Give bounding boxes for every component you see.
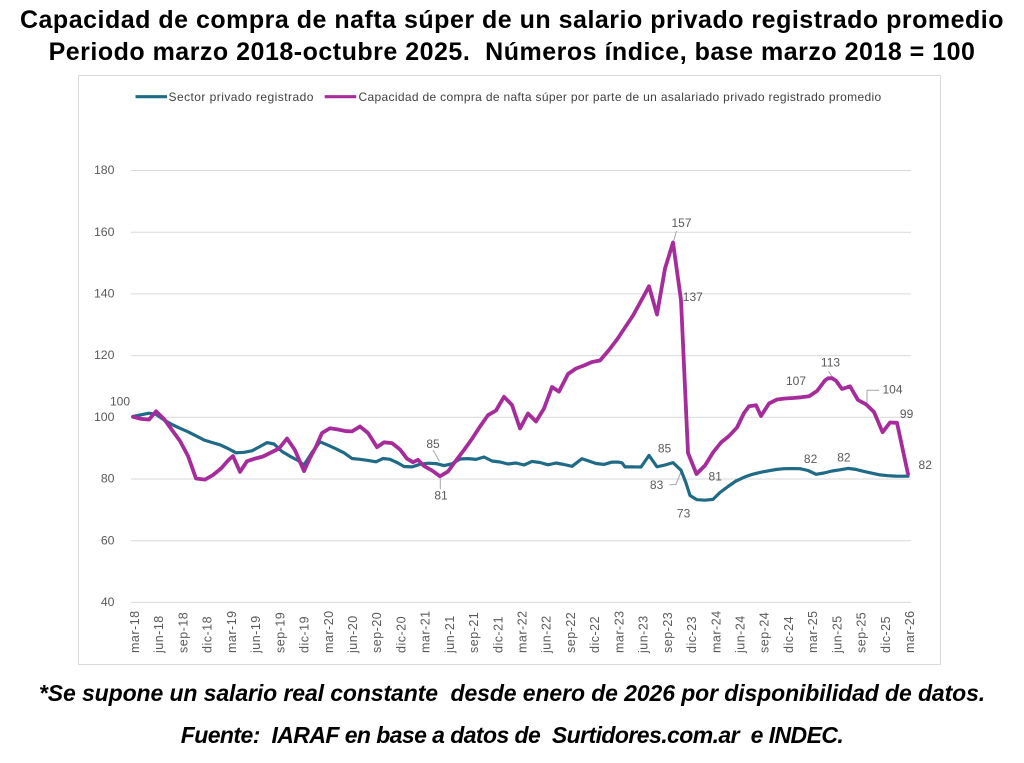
svg-text:dic-22: dic-22 xyxy=(588,616,602,653)
svg-text:100: 100 xyxy=(110,395,130,409)
svg-text:mar-24: mar-24 xyxy=(709,610,723,653)
svg-text:80: 80 xyxy=(101,472,115,486)
svg-text:jun-23: jun-23 xyxy=(637,615,651,654)
svg-text:dic-20: dic-20 xyxy=(394,616,408,653)
svg-text:81: 81 xyxy=(434,489,448,503)
svg-text:sep-21: sep-21 xyxy=(467,612,481,653)
svg-text:mar-22: mar-22 xyxy=(516,610,530,653)
svg-text:mar-26: mar-26 xyxy=(903,610,917,653)
svg-text:157: 157 xyxy=(671,216,691,230)
svg-text:82: 82 xyxy=(919,458,933,472)
svg-text:mar-25: mar-25 xyxy=(806,610,820,653)
svg-text:dic-24: dic-24 xyxy=(782,616,796,653)
svg-text:60: 60 xyxy=(101,533,115,547)
svg-text:sep-20: sep-20 xyxy=(370,612,384,653)
svg-text:40: 40 xyxy=(101,595,115,609)
svg-text:mar-19: mar-19 xyxy=(225,610,239,653)
svg-text:83: 83 xyxy=(650,478,664,492)
svg-text:mar-20: mar-20 xyxy=(322,610,336,653)
svg-text:85: 85 xyxy=(658,442,672,456)
svg-text:sep-22: sep-22 xyxy=(564,612,578,653)
svg-text:dic-18: dic-18 xyxy=(201,616,215,653)
svg-text:113: 113 xyxy=(821,356,840,370)
svg-text:jun-25: jun-25 xyxy=(830,615,844,654)
svg-text:104: 104 xyxy=(882,383,902,397)
svg-text:jun-24: jun-24 xyxy=(734,615,748,654)
svg-text:sep-19: sep-19 xyxy=(273,612,287,653)
svg-text:mar-18: mar-18 xyxy=(128,610,142,653)
svg-text:120: 120 xyxy=(94,348,115,362)
svg-text:160: 160 xyxy=(94,225,115,239)
svg-text:Sector privado registrado: Sector privado registrado xyxy=(169,90,314,104)
svg-text:180: 180 xyxy=(94,163,115,177)
svg-text:73: 73 xyxy=(677,507,691,521)
svg-text:mar-23: mar-23 xyxy=(612,610,626,653)
svg-text:dic-21: dic-21 xyxy=(491,616,505,653)
svg-text:sep-24: sep-24 xyxy=(758,612,772,653)
svg-text:99: 99 xyxy=(900,407,914,421)
svg-text:dic-23: dic-23 xyxy=(685,616,699,653)
svg-text:140: 140 xyxy=(94,287,115,301)
svg-text:jun-20: jun-20 xyxy=(346,615,360,654)
svg-text:jun-22: jun-22 xyxy=(540,615,554,654)
svg-text:jun-18: jun-18 xyxy=(152,615,166,654)
svg-text:jun-21: jun-21 xyxy=(443,615,457,654)
svg-text:85: 85 xyxy=(426,437,440,451)
svg-text:dic-19: dic-19 xyxy=(298,616,312,653)
svg-text:sep-18: sep-18 xyxy=(176,612,190,653)
svg-text:dic-25: dic-25 xyxy=(879,616,893,653)
svg-text:100: 100 xyxy=(94,410,115,424)
svg-text:jun-19: jun-19 xyxy=(249,615,263,654)
svg-text:sep-23: sep-23 xyxy=(661,612,675,653)
svg-text:sep-25: sep-25 xyxy=(855,612,869,653)
svg-text:mar-21: mar-21 xyxy=(419,610,433,653)
svg-text:81: 81 xyxy=(709,470,723,484)
svg-text:Capacidad de compra de nafta s: Capacidad de compra de nafta súper por p… xyxy=(359,90,882,104)
svg-text:82: 82 xyxy=(804,452,818,466)
svg-text:82: 82 xyxy=(837,451,851,465)
svg-text:137: 137 xyxy=(683,290,703,304)
svg-text:107: 107 xyxy=(786,374,806,388)
